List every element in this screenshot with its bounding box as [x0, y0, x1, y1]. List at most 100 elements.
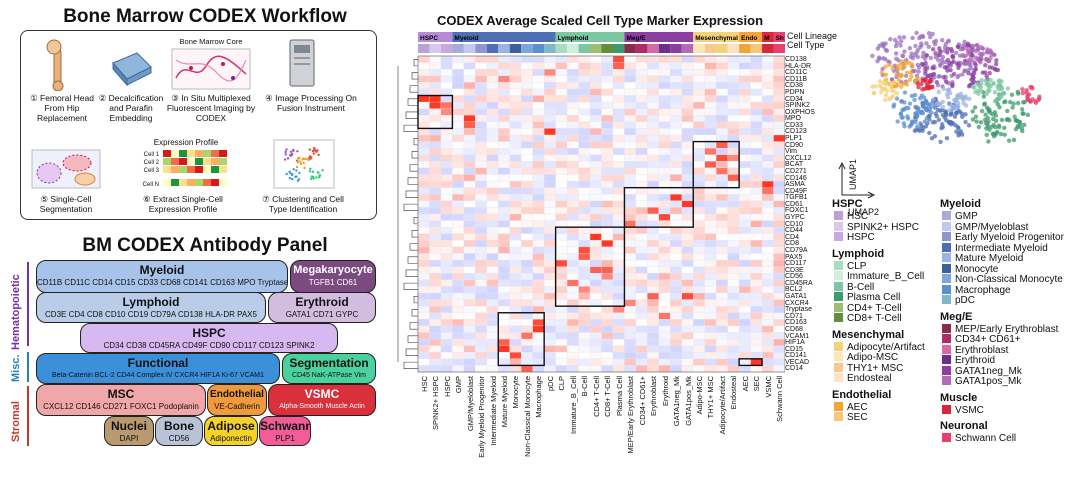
heatmap-cell: [555, 259, 568, 267]
heatmap-cell: [498, 319, 510, 327]
heatmap-cell: [463, 141, 476, 149]
umap-point: [879, 70, 884, 75]
heatmap-cell: [429, 338, 442, 346]
heatmap-cell: [498, 75, 510, 83]
umap-point: [922, 78, 927, 83]
heatmap-cell: [440, 319, 453, 327]
heatmap-cell: [612, 306, 625, 313]
heatmap-cell: [452, 95, 465, 103]
heatmap-cell: [658, 365, 671, 373]
umap-point: [900, 53, 905, 59]
heatmap-cell: [624, 312, 637, 320]
heatmap-cell: [601, 55, 614, 63]
heatmap-cell: [544, 167, 556, 175]
heatmap-cell: [452, 174, 465, 182]
heatmap-cell: [589, 62, 602, 70]
heatmap-cell: [429, 319, 442, 327]
heatmap-cell: [612, 200, 625, 208]
heatmap-cell: [566, 88, 579, 96]
heatmap-cell: [727, 62, 740, 70]
heatmap-cell: [566, 306, 579, 313]
cluster-dot: [295, 169, 298, 172]
legend-swatch: [834, 373, 843, 382]
heatmap-cell: [773, 69, 785, 76]
heatmap-cell: [773, 207, 785, 215]
heatmap-cell: [761, 174, 774, 182]
umap-point: [889, 88, 894, 93]
heatmap-cell: [532, 332, 545, 340]
umap-point: [930, 47, 936, 52]
heatmap-cell: [452, 200, 465, 208]
celltype-bar-segment: [739, 44, 751, 53]
heatmap-cell: [612, 240, 625, 248]
legend-item: Erythroblast: [942, 344, 1008, 356]
heatmap-cell: [555, 338, 568, 346]
heatmap-cell: [509, 62, 522, 70]
heatmap-cell: [716, 292, 728, 300]
legend-item: SEC: [834, 412, 868, 423]
heatmap-cell: [624, 82, 637, 90]
umap-point: [974, 42, 980, 48]
heatmap-cell: [532, 325, 545, 333]
cluster-dot: [310, 177, 313, 181]
heatmap-cell: [658, 207, 671, 215]
heatmap-cell: [475, 233, 487, 241]
heatmap-cell: [486, 220, 499, 228]
heatmap-cell: [498, 338, 510, 346]
heatmap-cell: [635, 306, 648, 313]
heatmap-cell: [452, 88, 465, 96]
heatmap-cell: [761, 306, 774, 313]
heatmap-cell: [761, 253, 774, 261]
femur-icon: [46, 39, 64, 91]
heatmap-cell: [521, 128, 533, 136]
panel-box-segmentation: Segmentation CD45 NaK-ATPase Vim: [282, 353, 376, 384]
heatmap-cell: [486, 312, 499, 320]
heatmap-cell: [670, 253, 682, 261]
celltype-bar-segment: [612, 44, 625, 53]
heatmap-cell: [601, 220, 614, 228]
lineage-bar-segment: [555, 32, 625, 42]
umap-point: [907, 77, 913, 83]
heatmap-cell: [612, 325, 625, 333]
cluster-dot: [309, 167, 312, 171]
heatmap-cell: [761, 141, 774, 149]
heatmap-cell: [440, 227, 453, 234]
heatmap-cell: [601, 121, 614, 129]
heatmap-cell: [521, 332, 533, 340]
heatmap-cell: [486, 154, 499, 162]
heatmap-cell: [727, 338, 740, 346]
heatmap-cell: [463, 358, 476, 366]
heatmap-cell: [589, 306, 602, 313]
heatmap-cell: [750, 273, 763, 280]
heatmap-cell: [486, 253, 499, 261]
cluster-highlight-box: [738, 358, 763, 367]
heatmap-cell: [601, 345, 614, 353]
heatmap-cell: [773, 365, 785, 373]
heatmap-cell: [681, 358, 694, 366]
row-label: CD90: [785, 141, 803, 149]
heatmap-cell: [670, 187, 682, 195]
legend-swatch: [942, 404, 951, 414]
heatmap-cell: [704, 148, 717, 155]
cluster-dot: [284, 150, 287, 154]
heatmap-cell: [635, 253, 648, 261]
umap-point: [993, 61, 999, 67]
heatmap-cell: [578, 358, 591, 366]
celltype-bar-segment: [498, 44, 510, 53]
umap-point: [882, 97, 888, 103]
heatmap-cell: [475, 121, 487, 129]
umap-point: [962, 68, 967, 73]
umap-point: [956, 133, 961, 138]
heatmap-cell: [612, 207, 625, 215]
umap-point: [891, 102, 897, 107]
row-label: BCAT: [785, 161, 804, 169]
heatmap-cell: [624, 306, 637, 313]
heatmap-cell: [658, 174, 671, 182]
col-label: SEC: [752, 376, 762, 392]
celltype-bar-segment: [624, 44, 636, 53]
heatmap-cell: [475, 325, 487, 333]
heatmap-cell: [670, 115, 682, 122]
cell-label-3: Cell 3: [143, 168, 159, 174]
heatmap-cell: [612, 167, 625, 175]
heatmap-cell: [417, 62, 430, 70]
